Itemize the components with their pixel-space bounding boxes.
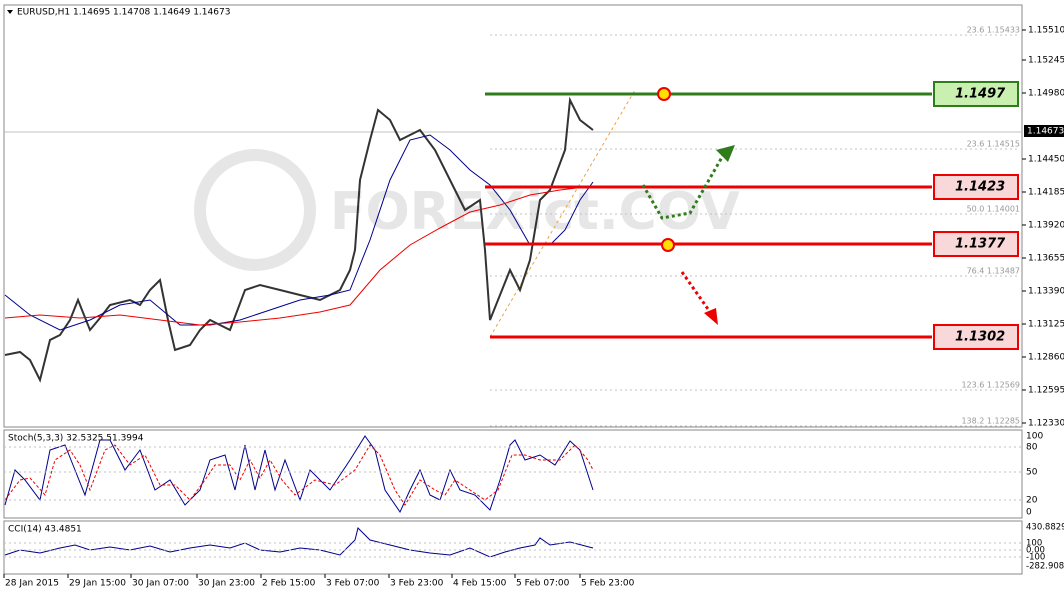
level-label: 1.1302: [955, 330, 1005, 345]
symbol-header: EURUSD,H1 1.14695 1.14708 1.14649 1.1467…: [17, 8, 230, 18]
price-label: 1.14980: [1028, 89, 1064, 99]
fast-ma: [4, 134, 594, 331]
price-label: 1.12860: [1028, 353, 1064, 363]
up-arrow-head: [716, 145, 735, 162]
stoch-signal: [4, 444, 594, 506]
price-label: 1.14450: [1028, 155, 1064, 165]
level-label: 1.1497: [955, 87, 1006, 102]
time-label: 29 Jan 15:00: [69, 579, 126, 589]
stoch-axis-label: 100: [1026, 432, 1043, 442]
price-label: 1.12595: [1028, 386, 1064, 396]
price-label: 1.13655: [1028, 254, 1064, 264]
star-marker: [657, 87, 671, 101]
cci-axis-label: 0.00: [1026, 546, 1045, 556]
cci-axis-label: -100: [1026, 553, 1045, 563]
price-label: 1.13125: [1028, 320, 1064, 330]
cci-axis-label: 100: [1026, 539, 1042, 549]
level-label: 1.1377: [955, 237, 1006, 252]
up-arrow: [641, 151, 727, 220]
time-label: 2 Feb 15:00: [262, 579, 316, 589]
level-box: [933, 174, 1019, 200]
stoch-axis-label: 50: [1026, 468, 1038, 478]
time-label: 30 Jan 07:00: [132, 579, 189, 589]
stoch-axis-label: 20: [1026, 496, 1038, 506]
cci-header: CCI(14) 43.4851: [8, 525, 82, 535]
price-label: 1.15245: [1028, 56, 1064, 66]
stoch-header: Stoch(5,3,3) 32.5325 51.3994: [8, 434, 144, 444]
time-label: 3 Feb 23:00: [390, 579, 444, 589]
fib-label: 23.6 1.15433: [967, 26, 1020, 35]
fib-levels: [490, 34, 1020, 427]
fib-label: 50.0 1.14001: [967, 205, 1020, 214]
down-arrow-head: [704, 308, 718, 325]
time-label: 30 Jan 23:00: [198, 579, 255, 589]
time-label: 3 Feb 07:00: [326, 579, 380, 589]
down-arrow: [680, 271, 712, 313]
time-label: 5 Feb 07:00: [516, 579, 570, 589]
level-box: [933, 81, 1019, 107]
price-label: 1.13390: [1028, 287, 1064, 297]
stoch-axis-label: 80: [1026, 443, 1038, 453]
price-label: 1.14185: [1028, 188, 1064, 198]
current-price-box: [1024, 125, 1064, 137]
watermark-logo: [194, 149, 316, 271]
header-arrow: [7, 10, 13, 14]
levels: 1.1497 1.1423 1.1377 1.1302: [485, 81, 1019, 350]
fib-label: 23.6 1.14515: [967, 140, 1020, 149]
stoch-axis-label: 0: [1026, 508, 1032, 518]
cci-axis-label: 430.8829: [1026, 523, 1064, 533]
level-label: 1.1423: [955, 180, 1005, 195]
fib-label: 138.2 1.12285: [961, 417, 1020, 426]
time-label: 5 Feb 23:00: [581, 579, 635, 589]
cci-panel: [3, 520, 1023, 575]
time-label: 28 Jan 2015: [5, 579, 59, 589]
star-marker: [661, 238, 675, 252]
price-label: 1.15510: [1028, 26, 1064, 36]
slow-ma: [4, 185, 594, 326]
labels: EURUSD,H1 1.14695 1.14708 1.14649 1.1467…: [3, 8, 1064, 589]
fib-label: 123.6 1.12569: [961, 381, 1020, 390]
time-label: 4 Feb 15:00: [453, 579, 507, 589]
price-label: 1.12330: [1028, 419, 1064, 429]
stoch-panel: [3, 429, 1023, 519]
level-box: [933, 231, 1019, 257]
price-path: [4, 96, 594, 383]
current-price: 1.14673: [1027, 127, 1064, 137]
fib-label: 76.4 1.13487: [967, 267, 1020, 276]
level-box: [933, 324, 1019, 350]
cci-axis-label: -282.9088: [1026, 562, 1064, 572]
price-label: 1.13920: [1028, 221, 1064, 231]
